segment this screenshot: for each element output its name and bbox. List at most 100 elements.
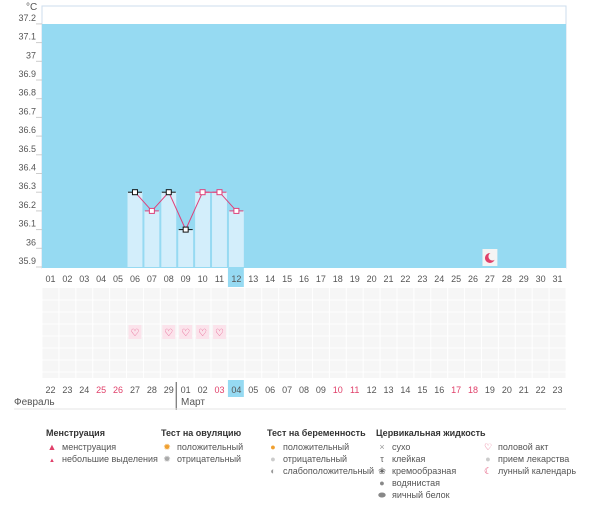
legend-item: × сухо [376, 441, 486, 453]
temperature-point [182, 226, 189, 233]
temperature-bar [195, 192, 211, 267]
date-label: 21 [519, 385, 529, 395]
y-tick-label: 37 [26, 50, 36, 60]
cycle-day-label: 19 [350, 274, 360, 284]
date-label: 22 [45, 385, 55, 395]
heart-cell [128, 325, 142, 339]
cycle-day-label: 26 [468, 274, 478, 284]
cycle-day-label: 29 [519, 274, 529, 284]
cycle-day-label: 05 [113, 274, 123, 284]
cycle-day-label: 12 [231, 274, 241, 284]
y-tick-label: 37.2 [18, 13, 36, 23]
date-label: 06 [265, 385, 275, 395]
date-label: 07 [282, 385, 292, 395]
heart-icon: ♡ [215, 328, 224, 339]
heart-cell [196, 325, 210, 339]
y-tick-label: 37.1 [18, 32, 36, 42]
date-label: 25 [96, 385, 106, 395]
heart-icon: ♡ [198, 328, 207, 339]
y-axis-unit-label: °C [26, 2, 37, 13]
cycle-day-label: 11 [215, 274, 224, 284]
cycle-day-label: 18 [333, 274, 343, 284]
y-tick-label: 36.1 [18, 219, 36, 229]
y-tick-label: 36.2 [18, 200, 36, 210]
date-label: 16 [434, 385, 444, 395]
legend-ovulation: Тест на овуляцию ✹ положительный ✹ отрицат… [161, 428, 243, 465]
y-tick-label: 36.5 [18, 144, 36, 154]
y-tick-label: 36.6 [18, 125, 36, 135]
date-label: 11 [350, 385, 359, 395]
date-label: 24 [79, 385, 89, 395]
today-day-highlight [227, 268, 244, 287]
legend-item: ☾ лунный календарь [483, 466, 577, 476]
date-label: 14 [400, 385, 410, 395]
cycle-day-label: 15 [282, 274, 292, 284]
cycle-day-label: 04 [96, 274, 106, 284]
date-label: 01 [181, 385, 191, 395]
date-label: 20 [502, 385, 512, 395]
y-tick-label: 36 [26, 237, 36, 247]
date-label: 17 [451, 385, 461, 395]
y-tick-label: 36.9 [18, 69, 36, 79]
legend-pregnancy-title: Тест на беременность [267, 428, 366, 438]
date-label: 15 [417, 385, 427, 395]
temperature-point [216, 189, 223, 196]
watery-icon: ● [379, 478, 385, 488]
legend-item: ● положительный [267, 441, 374, 453]
date-label: 26 [113, 385, 123, 395]
heart-icon: ♡ [483, 442, 493, 452]
legend-item: ♡ половой акт [483, 442, 549, 452]
legend-item: ⬬ яичный белок [376, 489, 486, 501]
cycle-day-label: 14 [265, 274, 275, 284]
month-label-feb: Февраль [14, 397, 55, 408]
date-label: 10 [333, 385, 343, 395]
cycle-day-label: 30 [536, 274, 546, 284]
cycle-day-label: 20 [367, 274, 377, 284]
cycle-day-label: 27 [485, 274, 495, 284]
month-label-mar: Март [181, 397, 205, 408]
temperature-bar [228, 210, 244, 267]
cycle-day-label: 23 [417, 274, 427, 284]
legend-item: ✹ положительный [161, 441, 243, 453]
today-date-highlight [227, 380, 244, 397]
bbt-chart: ♡ ♡ ♡ ♡ ♡ 35.9 36 36.1 36.2 36.3 36.4 36.5 36.6 36.7… [14, 2, 567, 410]
temperature-point [165, 189, 172, 196]
legend-ovulation-title: Тест на овуляцию [161, 428, 242, 438]
temperature-bar [144, 210, 160, 267]
cycle-day-label: 28 [502, 274, 512, 284]
date-label: 03 [214, 385, 224, 395]
cycle-day-label: 22 [400, 274, 410, 284]
temperature-point [233, 207, 240, 214]
legend-item: ● водянистая [376, 477, 486, 489]
legend-item: ▲ небольшие выделения [46, 453, 158, 465]
legend-item: ● прием лекарства [482, 453, 576, 465]
cycle-day-label: 03 [79, 274, 89, 284]
date-label: 09 [316, 385, 326, 395]
cycle-day-label: 17 [316, 274, 326, 284]
creamy-icon: ❀ [378, 466, 386, 476]
pregnancy-negative-icon: ● [270, 454, 276, 464]
y-tick-label: 36.8 [18, 88, 36, 98]
legend-item: ◐ слабоположительный [267, 465, 374, 477]
date-label: 19 [485, 385, 495, 395]
pregnancy-weak-icon: ◐ [270, 466, 276, 476]
y-tick-label: 36.4 [18, 163, 36, 173]
cycle-day-label: 24 [434, 274, 444, 284]
legend-menstruation: Менструация ▲ менструация ▲ небольшие выде… [46, 428, 158, 465]
y-tick-label: 36.3 [18, 181, 36, 191]
date-label: 13 [384, 385, 394, 395]
sun-icon: ✹ [163, 442, 171, 452]
moon-icon: ☾ [483, 466, 493, 476]
legend-menstruation-title: Менструация [46, 428, 105, 438]
moon-icon-cut [488, 252, 497, 261]
pregnancy-positive-icon: ● [270, 442, 276, 452]
cycle-day-label: 09 [181, 274, 191, 284]
temperature-bar [178, 229, 194, 267]
y-tick-label: 35.9 [18, 256, 36, 266]
dry-icon: × [379, 442, 385, 452]
date-label: 02 [198, 385, 208, 395]
cycle-day-label: 10 [198, 274, 208, 284]
legend-pregnancy: Тест на беременность ● положительный ● отр… [267, 428, 374, 477]
temperature-bar [212, 192, 227, 267]
heart-cell [162, 325, 176, 339]
